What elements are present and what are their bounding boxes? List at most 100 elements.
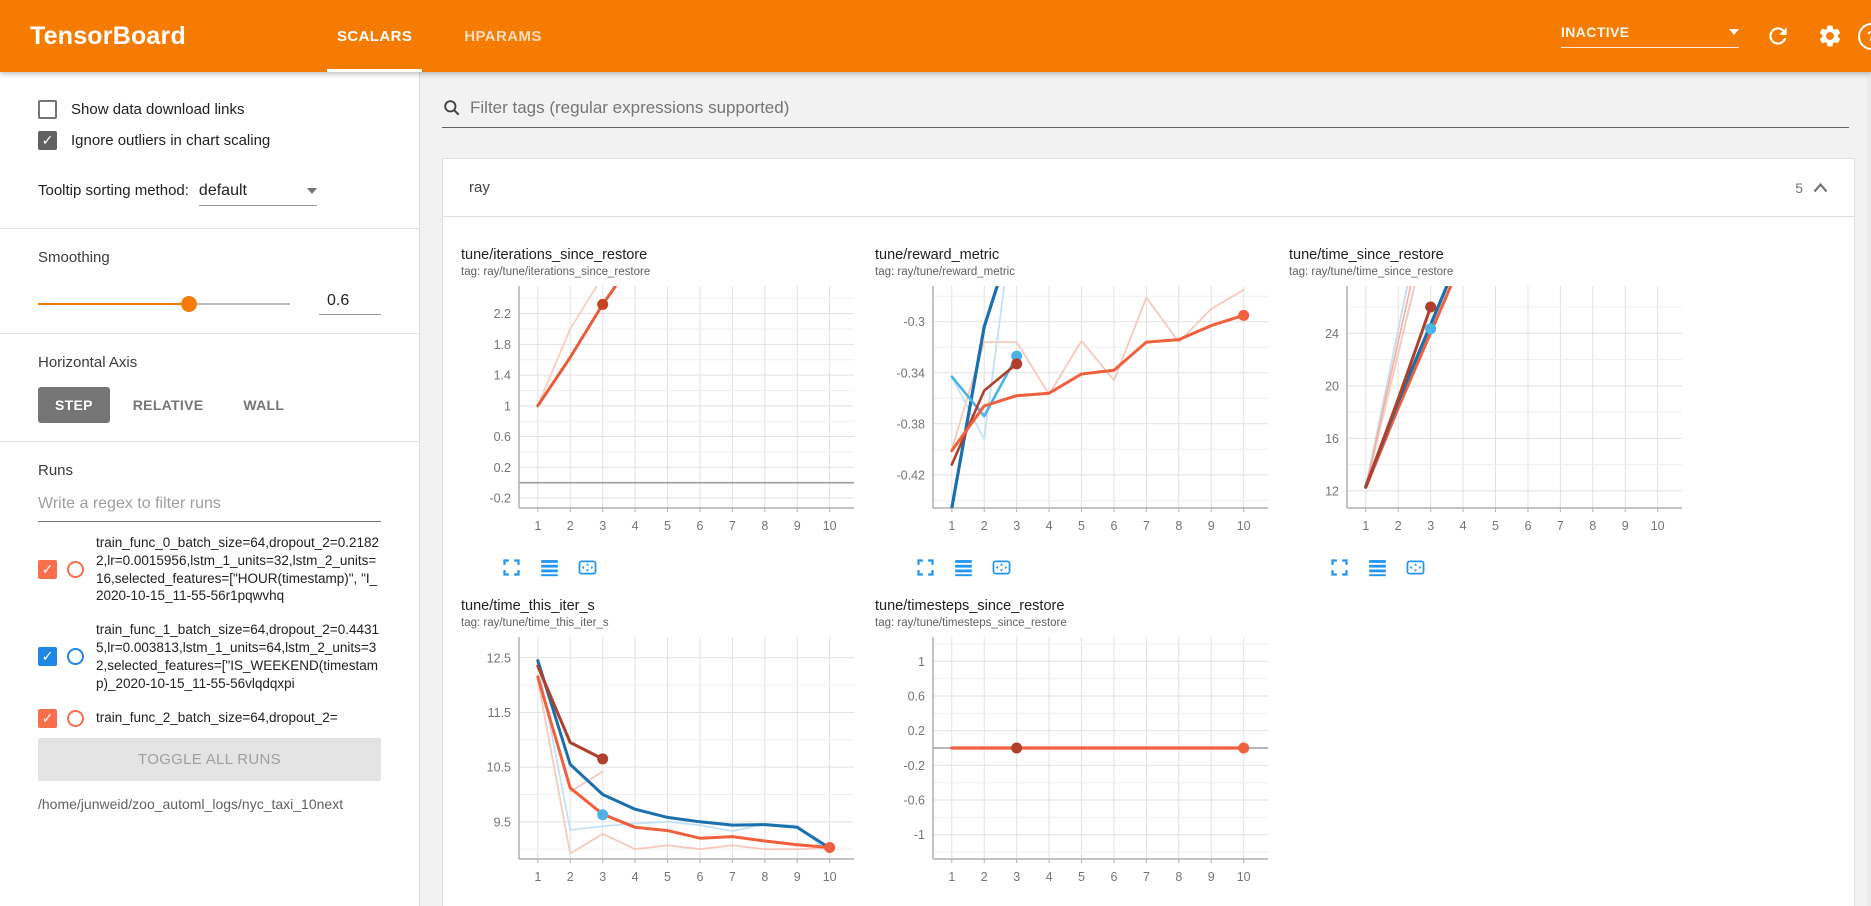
run-solo-radio[interactable] bbox=[67, 648, 84, 666]
chart-plot[interactable]: 1 2 3 4 5 6 7 8 9 10 -1 -0.6 -0.2 0.2 0.6 1 bbox=[875, 633, 1285, 906]
tag-group-header[interactable]: ray 5 bbox=[443, 159, 1854, 217]
run-solo-radio[interactable] bbox=[67, 709, 84, 727]
svg-text:5: 5 bbox=[1492, 519, 1499, 533]
svg-text:6: 6 bbox=[1110, 519, 1117, 533]
smoothing-slider[interactable] bbox=[38, 295, 290, 312]
fit-domain-icon[interactable] bbox=[1405, 557, 1426, 578]
chart-plot[interactable]: 1 2 3 4 5 6 7 8 9 10 -0.42 -0.38 -0.34 -0.3 bbox=[875, 282, 1285, 555]
status-dropdown[interactable]: INACTIVE bbox=[1561, 24, 1739, 48]
fit-domain-icon[interactable] bbox=[991, 557, 1012, 578]
tab-hparams[interactable]: HPARAMS bbox=[464, 27, 542, 45]
svg-text:20: 20 bbox=[1325, 379, 1339, 393]
expand-chart-icon[interactable] bbox=[915, 557, 936, 578]
checkbox-icon[interactable]: ✓ bbox=[38, 131, 57, 150]
chart-title: tune/iterations_since_restore bbox=[461, 247, 648, 263]
svg-text:-0.38: -0.38 bbox=[897, 417, 926, 431]
expand-chart-icon[interactable] bbox=[501, 557, 522, 578]
svg-text:5: 5 bbox=[1078, 870, 1085, 884]
chart-title: tune/time_this_iter_s bbox=[461, 598, 595, 614]
svg-text:10: 10 bbox=[1237, 870, 1251, 884]
svg-text:3: 3 bbox=[599, 519, 606, 533]
chevron-up-icon[interactable] bbox=[1813, 182, 1828, 193]
run-item: ✓ train_func_2_batch_size=64,dropout_2= bbox=[38, 701, 381, 736]
run-checkbox[interactable]: ✓ bbox=[38, 708, 57, 728]
svg-text:8: 8 bbox=[1175, 870, 1182, 884]
run-name: train_func_0_batch_size=64,dropout_2=0.2… bbox=[96, 535, 379, 604]
run-checkbox[interactable]: ✓ bbox=[38, 647, 57, 667]
checkbox-label: Show data download links bbox=[71, 101, 245, 118]
chart-plot[interactable]: 1 2 3 4 5 6 7 8 9 10 12 16 20 24 bbox=[1289, 282, 1699, 555]
runs-selector-icon[interactable] bbox=[953, 557, 974, 578]
runs-filter-input[interactable]: Write a regex to filter runs bbox=[38, 495, 381, 522]
tooltip-sorting-dropdown[interactable]: default bbox=[198, 182, 317, 206]
expand-chart-icon[interactable] bbox=[1329, 557, 1350, 578]
chart-tag: tag: ray/tune/time_since_restore bbox=[1289, 266, 1454, 278]
svg-text:0.2: 0.2 bbox=[908, 724, 925, 738]
chart-tag: tag: ray/tune/time_this_iter_s bbox=[461, 617, 609, 629]
svg-text:1: 1 bbox=[948, 870, 955, 884]
svg-text:2: 2 bbox=[981, 870, 988, 884]
axis-option-wall[interactable]: WALL bbox=[243, 397, 285, 413]
run-checkbox[interactable]: ✓ bbox=[38, 560, 57, 580]
svg-text:12.5: 12.5 bbox=[487, 651, 511, 665]
svg-text:5: 5 bbox=[664, 870, 671, 884]
svg-text:0.6: 0.6 bbox=[494, 430, 511, 444]
svg-text:9: 9 bbox=[794, 519, 801, 533]
chart-card: tune/timesteps_since_restore tag: ray/tu… bbox=[875, 598, 1285, 906]
smoothing-slider-thumb[interactable] bbox=[181, 295, 198, 312]
smoothing-label: Smoothing bbox=[38, 249, 110, 266]
svg-text:3: 3 bbox=[1013, 519, 1020, 533]
run-item: ✓ train_func_0_batch_size=64,dropout_2=0.… bbox=[38, 526, 381, 613]
svg-text:2: 2 bbox=[981, 519, 988, 533]
option-checkbox-row[interactable]: Show data download links bbox=[38, 100, 381, 119]
svg-text:2.2: 2.2 bbox=[494, 307, 511, 321]
divider bbox=[0, 441, 419, 442]
chart-plot[interactable]: 1 2 3 4 5 6 7 8 9 10 -0.2 0.2 0.6 1 1.4 1.8 2.2 bbox=[461, 282, 871, 555]
tag-group-card: ray 5 tune/iterations_since_restore tag:… bbox=[442, 158, 1855, 906]
runs-selector-icon[interactable] bbox=[539, 557, 560, 578]
checkbox-icon[interactable] bbox=[38, 100, 57, 119]
svg-text:16: 16 bbox=[1325, 432, 1339, 446]
tag-group-count: 5 bbox=[1795, 179, 1803, 196]
main-area: ray 5 tune/iterations_since_restore tag:… bbox=[420, 72, 1871, 906]
axis-option-step[interactable]: STEP bbox=[38, 387, 110, 423]
svg-text:3: 3 bbox=[599, 870, 606, 884]
option-checkbox-row[interactable]: ✓ Ignore outliers in chart scaling bbox=[38, 131, 381, 150]
svg-text:-0.3: -0.3 bbox=[903, 315, 925, 329]
scrollbar[interactable] bbox=[1867, 72, 1871, 906]
runs-selector-icon[interactable] bbox=[1367, 557, 1388, 578]
tag-filter-input[interactable] bbox=[470, 98, 1849, 118]
fit-domain-icon[interactable] bbox=[577, 557, 598, 578]
run-item: ✓ train_func_1_batch_size=64,dropout_2=0.… bbox=[38, 613, 381, 700]
svg-text:5: 5 bbox=[1078, 519, 1085, 533]
svg-text:10: 10 bbox=[1237, 519, 1251, 533]
svg-text:8: 8 bbox=[761, 870, 768, 884]
svg-text:2: 2 bbox=[567, 870, 574, 884]
smoothing-value[interactable]: 0.6 bbox=[319, 292, 381, 315]
runs-label: Runs bbox=[38, 462, 74, 479]
charts-grid: tune/iterations_since_restore tag: ray/t… bbox=[443, 217, 1854, 906]
svg-text:9: 9 bbox=[1208, 519, 1215, 533]
svg-text:2: 2 bbox=[1395, 519, 1402, 533]
svg-text:9: 9 bbox=[1208, 870, 1215, 884]
divider bbox=[0, 228, 419, 229]
svg-text:10: 10 bbox=[823, 870, 837, 884]
run-solo-radio[interactable] bbox=[67, 561, 84, 579]
svg-text:-0.2: -0.2 bbox=[903, 759, 925, 773]
chart-plot[interactable]: 1 2 3 4 5 6 7 8 9 10 9.5 10.5 11.5 12.5 bbox=[461, 633, 871, 906]
refresh-icon[interactable] bbox=[1765, 23, 1791, 49]
svg-text:5: 5 bbox=[664, 519, 671, 533]
chevron-down-icon bbox=[1729, 29, 1739, 35]
toggle-all-runs-button[interactable]: TOGGLE ALL RUNS bbox=[38, 737, 381, 781]
svg-text:7: 7 bbox=[729, 870, 736, 884]
tab-scalars[interactable]: SCALARS bbox=[311, 0, 438, 72]
svg-text:10.5: 10.5 bbox=[487, 761, 511, 775]
svg-text:-0.6: -0.6 bbox=[903, 794, 925, 808]
run-name: train_func_2_batch_size=64,dropout_2= bbox=[96, 710, 338, 726]
axis-option-relative[interactable]: RELATIVE bbox=[132, 397, 204, 413]
svg-text:1: 1 bbox=[918, 655, 925, 669]
settings-icon[interactable] bbox=[1817, 23, 1843, 49]
chart-card: tune/time_this_iter_s tag: ray/tune/time… bbox=[461, 598, 871, 906]
runs-section: Runs Write a regex to filter runs ✓ train… bbox=[0, 442, 419, 736]
svg-text:11.5: 11.5 bbox=[488, 706, 511, 720]
